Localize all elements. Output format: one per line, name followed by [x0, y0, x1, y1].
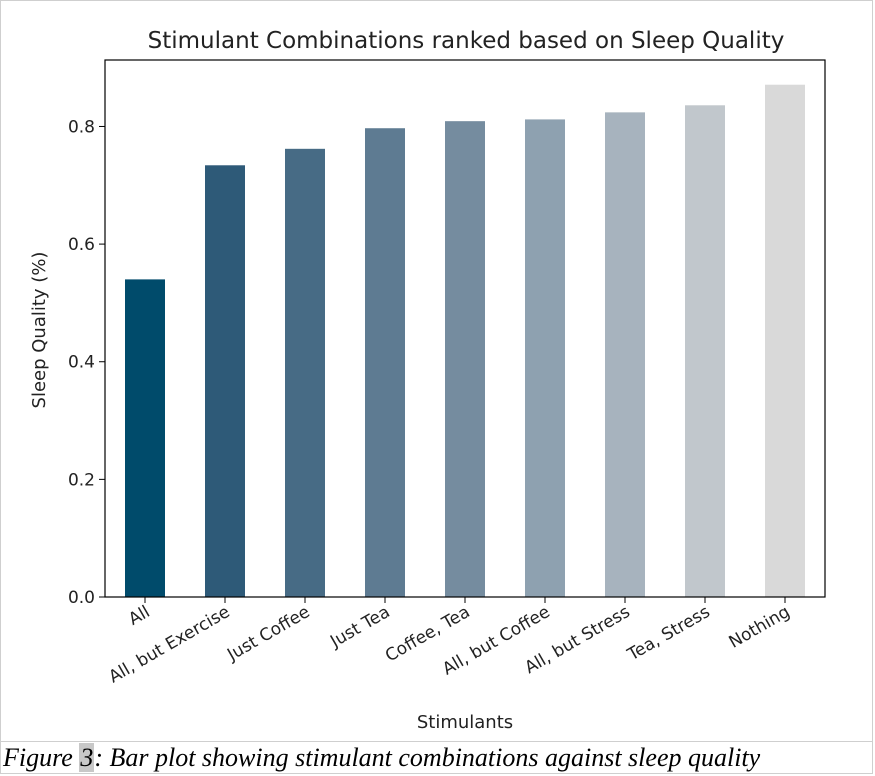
caption-text: : Bar plot showing stimulant combination…: [94, 743, 761, 772]
bar-8: [765, 84, 805, 597]
bar-4: [445, 121, 485, 597]
caption-number: 3: [79, 743, 95, 772]
bar-3: [365, 128, 405, 597]
y-axis: 0.0 0.2 0.4 0.6 0.8: [68, 117, 105, 608]
x-tick-label: All: [125, 602, 153, 630]
caption-divider: [0, 741, 873, 742]
chart-title: Stimulant Combinations ranked based on S…: [148, 28, 785, 54]
figure-caption: Figure 3: Bar plot showing stimulant com…: [3, 742, 863, 774]
y-tick-label: 0.0: [68, 588, 95, 608]
bars-group: [125, 84, 805, 598]
x-tick-label: Nothing: [726, 602, 794, 653]
bar-6: [605, 112, 645, 598]
bar-5: [525, 119, 565, 597]
y-tick-label: 0.4: [68, 353, 95, 373]
x-tick-label: All, but Exercise: [105, 602, 233, 687]
x-tick-label: Just Tea: [326, 602, 393, 652]
bar-chart: Stimulant Combinations ranked based on S…: [29, 28, 826, 733]
x-axis-label: Stimulants: [417, 712, 513, 733]
bar-7: [685, 105, 725, 597]
y-tick-label: 0.2: [68, 470, 95, 490]
caption-prefix: Figure: [3, 743, 80, 772]
y-tick-label: 0.8: [68, 117, 95, 137]
bar-2: [285, 148, 325, 598]
bar-0: [125, 279, 165, 597]
x-tick-label: Tea, Stress: [623, 602, 713, 666]
y-tick-label: 0.6: [68, 235, 95, 255]
bar-1: [205, 165, 245, 597]
x-tick-label: Just Coffee: [223, 602, 313, 666]
y-axis-label: Sleep Quality (%): [29, 252, 50, 409]
